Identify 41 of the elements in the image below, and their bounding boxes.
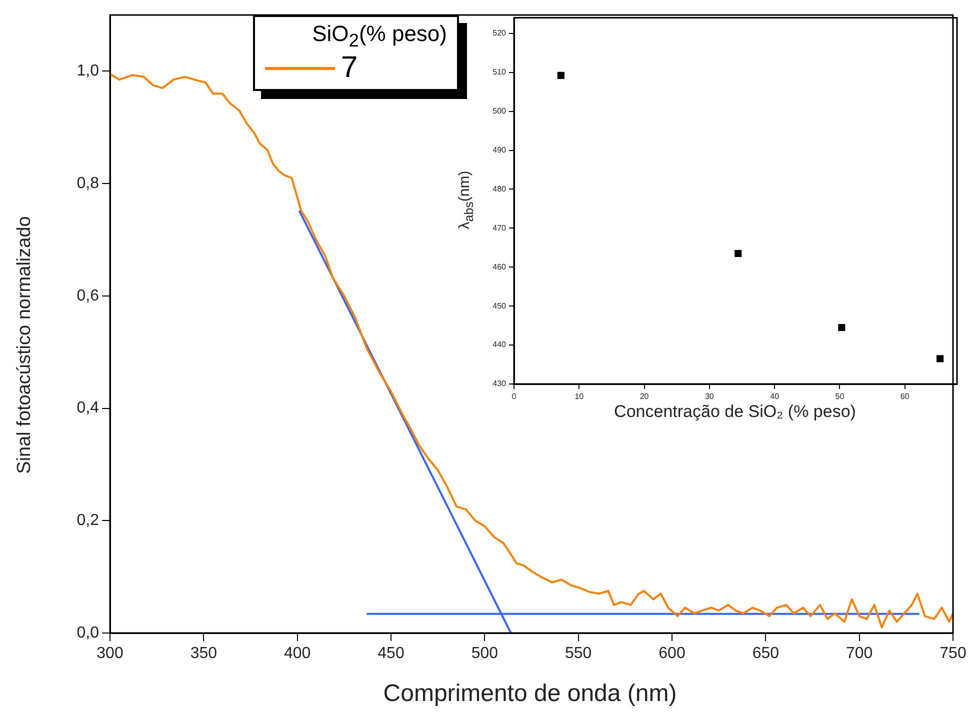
y-tick-label: 500 bbox=[492, 106, 507, 116]
x-tick-label: 60 bbox=[900, 392, 910, 402]
x-tick-label: 450 bbox=[378, 645, 404, 662]
x-tick-label: 50 bbox=[835, 392, 845, 402]
x-tick-label: 550 bbox=[564, 645, 592, 662]
point bbox=[734, 250, 742, 258]
y-tick-label: 480 bbox=[492, 184, 507, 194]
y-tick-label: 0,8 bbox=[76, 174, 100, 192]
x-tick-label: 600 bbox=[658, 645, 686, 662]
x-tick-label: 650 bbox=[752, 645, 780, 662]
y-tick-label: 1,0 bbox=[76, 62, 100, 80]
x-tick-label: 30 bbox=[704, 392, 714, 402]
y-tick-label: 490 bbox=[492, 145, 507, 154]
x-axis-title: Comprimento de onda (nm) bbox=[383, 680, 677, 708]
x-tick-label: 750 bbox=[940, 645, 966, 662]
x-tick-label: 300 bbox=[96, 645, 124, 662]
y-tick-label: 440 bbox=[492, 340, 507, 350]
y-tick-label: 430 bbox=[492, 379, 507, 388]
y-tick-label: 0,0 bbox=[76, 624, 100, 642]
x-tick-label: 10 bbox=[574, 392, 584, 402]
point bbox=[557, 72, 564, 79]
y-tick-label: 460 bbox=[492, 262, 507, 272]
legend-title: SiO$_{2}$(% peso) bbox=[311, 21, 447, 52]
y-tick-label: 510 bbox=[492, 68, 507, 77]
x-tick-label: 350 bbox=[190, 645, 218, 662]
x-tick-label: 400 bbox=[284, 645, 311, 662]
legend-label: 7 bbox=[341, 51, 358, 86]
y-tick-label: 0,4 bbox=[76, 400, 100, 417]
x-tick-label: 0 bbox=[512, 392, 517, 402]
y-tick-label: 520 bbox=[492, 28, 507, 38]
y-axis-title: Sinal fotoacústico normalizado bbox=[14, 216, 36, 474]
point bbox=[936, 355, 944, 362]
y-tick-label: 0,2 bbox=[76, 512, 100, 530]
y-tick-label: 470 bbox=[492, 223, 507, 232]
y-tick-label: 450 bbox=[492, 301, 507, 310]
point bbox=[838, 324, 846, 332]
x-axis-title: Concentração de SiO₂ (% peso) bbox=[614, 402, 856, 422]
x-tick-label: 20 bbox=[640, 392, 650, 402]
y-tick-label: 0,6 bbox=[76, 287, 100, 304]
x-tick-label: 700 bbox=[846, 645, 873, 662]
x-tick-label: 40 bbox=[770, 392, 780, 402]
